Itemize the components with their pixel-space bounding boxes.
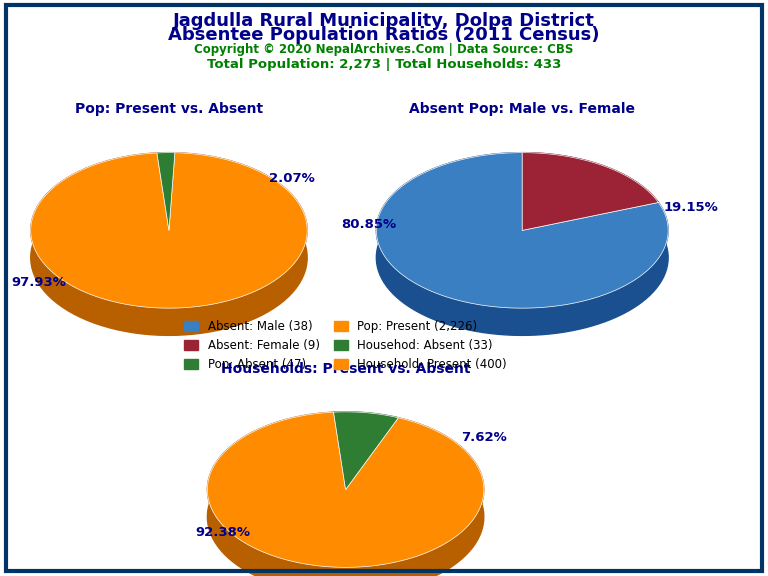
Polygon shape: [522, 153, 658, 230]
Polygon shape: [157, 153, 175, 230]
Text: Households: Present vs. Absent: Households: Present vs. Absent: [221, 362, 470, 376]
Text: 92.38%: 92.38%: [195, 526, 250, 539]
Text: 2.07%: 2.07%: [269, 172, 315, 185]
Text: Pop: Present vs. Absent: Pop: Present vs. Absent: [75, 103, 263, 116]
Text: Total Population: 2,273 | Total Households: 433: Total Population: 2,273 | Total Househol…: [207, 58, 561, 71]
Polygon shape: [207, 412, 484, 567]
Polygon shape: [157, 153, 175, 180]
Text: Copyright © 2020 NepalArchives.Com | Data Source: CBS: Copyright © 2020 NepalArchives.Com | Dat…: [194, 43, 574, 56]
Text: 7.62%: 7.62%: [461, 431, 507, 444]
Polygon shape: [376, 153, 668, 308]
Polygon shape: [31, 153, 307, 335]
Polygon shape: [333, 412, 399, 490]
Polygon shape: [522, 153, 658, 230]
Text: Absent Pop: Male vs. Female: Absent Pop: Male vs. Female: [409, 103, 635, 116]
Text: Absentee Population Ratios (2011 Census): Absentee Population Ratios (2011 Census): [168, 26, 600, 44]
Polygon shape: [376, 153, 668, 335]
Text: 19.15%: 19.15%: [664, 201, 719, 214]
Polygon shape: [333, 412, 399, 445]
Text: Jagdulla Rural Municipality, Dolpa District: Jagdulla Rural Municipality, Dolpa Distr…: [173, 12, 595, 29]
Legend: Absent: Male (38), Absent: Female (9), Pop: Absent (47), Pop: Present (2,226), H: Absent: Male (38), Absent: Female (9), P…: [180, 316, 511, 376]
Polygon shape: [31, 153, 307, 308]
Text: 97.93%: 97.93%: [11, 276, 66, 289]
Text: 80.85%: 80.85%: [341, 218, 396, 231]
Polygon shape: [207, 412, 484, 576]
